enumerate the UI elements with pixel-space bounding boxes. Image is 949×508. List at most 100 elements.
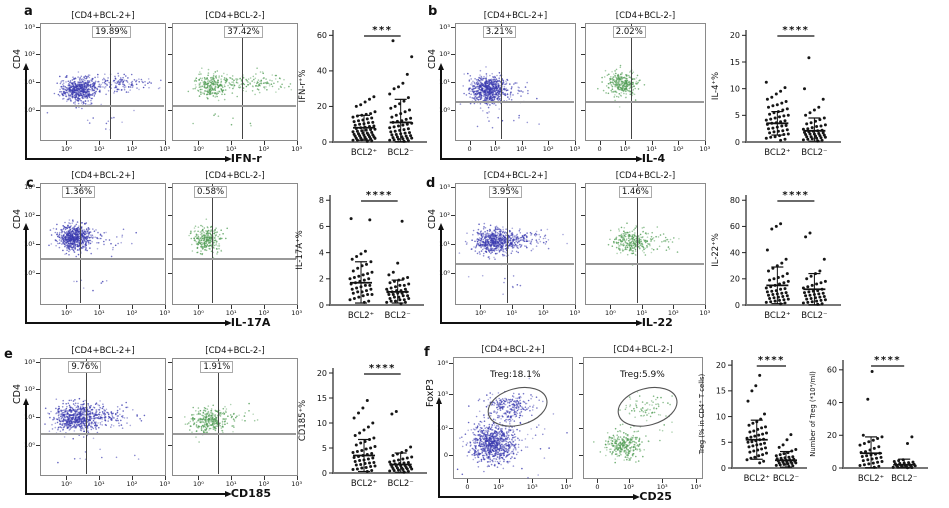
scatter-y-axis-label: IFN-r⁺% — [298, 70, 308, 103]
flow-x-tick-mark — [263, 141, 265, 145]
flow-x-tick-label: 10¹ — [93, 309, 105, 317]
flow-x-tick-mark — [704, 141, 706, 145]
flow-dots — [459, 66, 540, 129]
group-label: BCL2⁺ — [744, 474, 770, 484]
flow-x-tick-mark — [296, 476, 298, 480]
flow-x-tick-mark — [467, 479, 469, 483]
flow-y-tick-mark — [36, 82, 40, 83]
flow-x-tick-label: 10³ — [159, 145, 171, 153]
flow-x-tick-label: 10³ — [526, 483, 538, 491]
flow-x-tick-label: 10³ — [291, 480, 303, 488]
gate-line-horizontal — [41, 105, 164, 108]
flow-x-tick-label: 0 — [595, 483, 600, 491]
flow-x-tick-mark — [574, 141, 576, 145]
flow-y-tick-mark — [449, 454, 453, 456]
gate-line-horizontal — [41, 258, 164, 261]
flow-y-tick-label: 10⁰ — [439, 106, 450, 115]
panel-letter: a — [24, 4, 33, 19]
svg-text:40: 40 — [317, 67, 327, 76]
flow-x-tick-mark — [651, 141, 653, 145]
flow-x-tick-label: 10³ — [699, 145, 711, 153]
flow-x-tick-mark — [66, 305, 68, 309]
flow-plot-box: 37.42% — [172, 23, 298, 141]
flow-x-tick-label: 10² — [126, 480, 138, 488]
gate-line-horizontal — [173, 258, 296, 261]
flow-y-tick-mark — [36, 186, 40, 188]
flow-y-tick-mark — [581, 26, 585, 28]
flow-x-tick-label: 10² — [667, 309, 679, 317]
panel-letter: c — [26, 176, 34, 191]
flow-x-tick-label: 10¹ — [646, 145, 657, 153]
svg-text:15: 15 — [730, 58, 740, 67]
gate-percentage: 1.36% — [62, 186, 96, 198]
scatter-plot: 0 2 4 6 8 IL-17A⁺% BCL2⁺ BCL2⁻ **** — [295, 190, 424, 321]
gate-line-vertical — [242, 24, 244, 139]
flow-y-tick-label: 10¹ — [439, 240, 450, 248]
group-label: BCL2⁻ — [801, 311, 827, 321]
flow-x-tick-mark — [678, 141, 680, 145]
y-axis-arrow-line — [440, 229, 442, 322]
flow-y-tick-mark — [168, 214, 172, 216]
flow-x-tick-mark — [131, 476, 133, 480]
flow-y-tick-mark — [579, 363, 583, 365]
group-label: BCL2⁻ — [388, 479, 414, 489]
flow-plot-title: [CD4+BCL-2+] — [483, 171, 548, 181]
flow-x-tick-label: 10³ — [699, 309, 711, 317]
svg-text:0: 0 — [735, 138, 740, 147]
flow-x-tick-label: 10⁰ — [604, 309, 616, 317]
panel-f: f [CD4+BCL-2+] Treg:18.1% 10⁴ 10³ 10² 0 0 10² 10³… — [420, 345, 949, 508]
flow-x-tick-label: 10² — [258, 145, 270, 153]
y-axis-arrowhead-icon — [437, 63, 444, 70]
flow-x-tick-label: 10³ — [291, 309, 303, 317]
significance-asterisks: **** — [366, 190, 393, 201]
flow-plot-box: 1.36% — [40, 183, 166, 305]
gate-line-vertical — [506, 184, 508, 303]
flow-x-tick-mark — [628, 479, 630, 483]
flow-y-tick-mark — [36, 388, 40, 390]
gate-percentage: 1.91% — [200, 361, 234, 373]
flow-y-tick-mark — [36, 244, 40, 245]
flow-plot-title: [CD4+BCL-2-] — [613, 345, 673, 355]
scatter-y-axis-label: Treg (% in CD4⁺ T cells) — [698, 373, 706, 455]
flow-y-axis-label: CD4 — [12, 49, 23, 69]
flow-x-tick-label: 10¹ — [225, 309, 237, 317]
y-axis-arrow-line — [438, 403, 440, 496]
y-axis-arrow-line — [25, 229, 27, 322]
x-axis-arrowhead-icon — [633, 493, 641, 500]
flow-x-tick-mark — [599, 141, 601, 145]
treg-gate-ellipse — [487, 386, 548, 427]
flow-y-tick-mark — [168, 53, 172, 55]
flow-dots — [607, 222, 680, 266]
flow-x-tick-mark — [66, 141, 68, 145]
significance-asterisks: **** — [874, 355, 901, 366]
gate-line-vertical — [80, 184, 82, 303]
flow-y-tick-mark — [36, 214, 40, 216]
gate-percentage: 19.89% — [92, 26, 131, 38]
x-axis-arrow-line — [440, 322, 636, 324]
x-axis-arrow-line — [25, 158, 225, 160]
x-axis-arrow-line — [25, 322, 225, 324]
flow-x-tick-label: 10³ — [159, 480, 171, 488]
gate-line-vertical — [110, 24, 112, 139]
svg-text:20: 20 — [730, 31, 740, 40]
flow-y-tick-label: 10³ — [437, 389, 448, 398]
svg-text:20: 20 — [317, 102, 327, 111]
flow-dots — [44, 397, 146, 464]
flow-y-tick-mark — [581, 110, 585, 112]
flow-x-tick-label: 10³ — [569, 145, 581, 153]
gate-percentage: 3.95% — [488, 186, 522, 198]
flow-x-tick-mark — [469, 141, 471, 145]
flow-plot-box: 0.58% — [172, 183, 298, 305]
flow-x-tick-mark — [521, 141, 523, 145]
flow-x-tick-label: 10² — [126, 309, 138, 317]
svg-text:0: 0 — [322, 138, 327, 147]
gate-percentage: 2.02% — [612, 26, 646, 38]
flow-x-tick-label: 10¹ — [93, 145, 105, 153]
flow-plot-title: [CD4+BCL-2-] — [205, 11, 265, 21]
panel-letter: f — [424, 345, 430, 360]
flow-y-tick-mark — [36, 26, 40, 28]
flow-y-tick-mark — [168, 26, 172, 28]
x-axis-arrowhead-icon — [224, 155, 232, 162]
svg-text:60: 60 — [730, 222, 740, 231]
